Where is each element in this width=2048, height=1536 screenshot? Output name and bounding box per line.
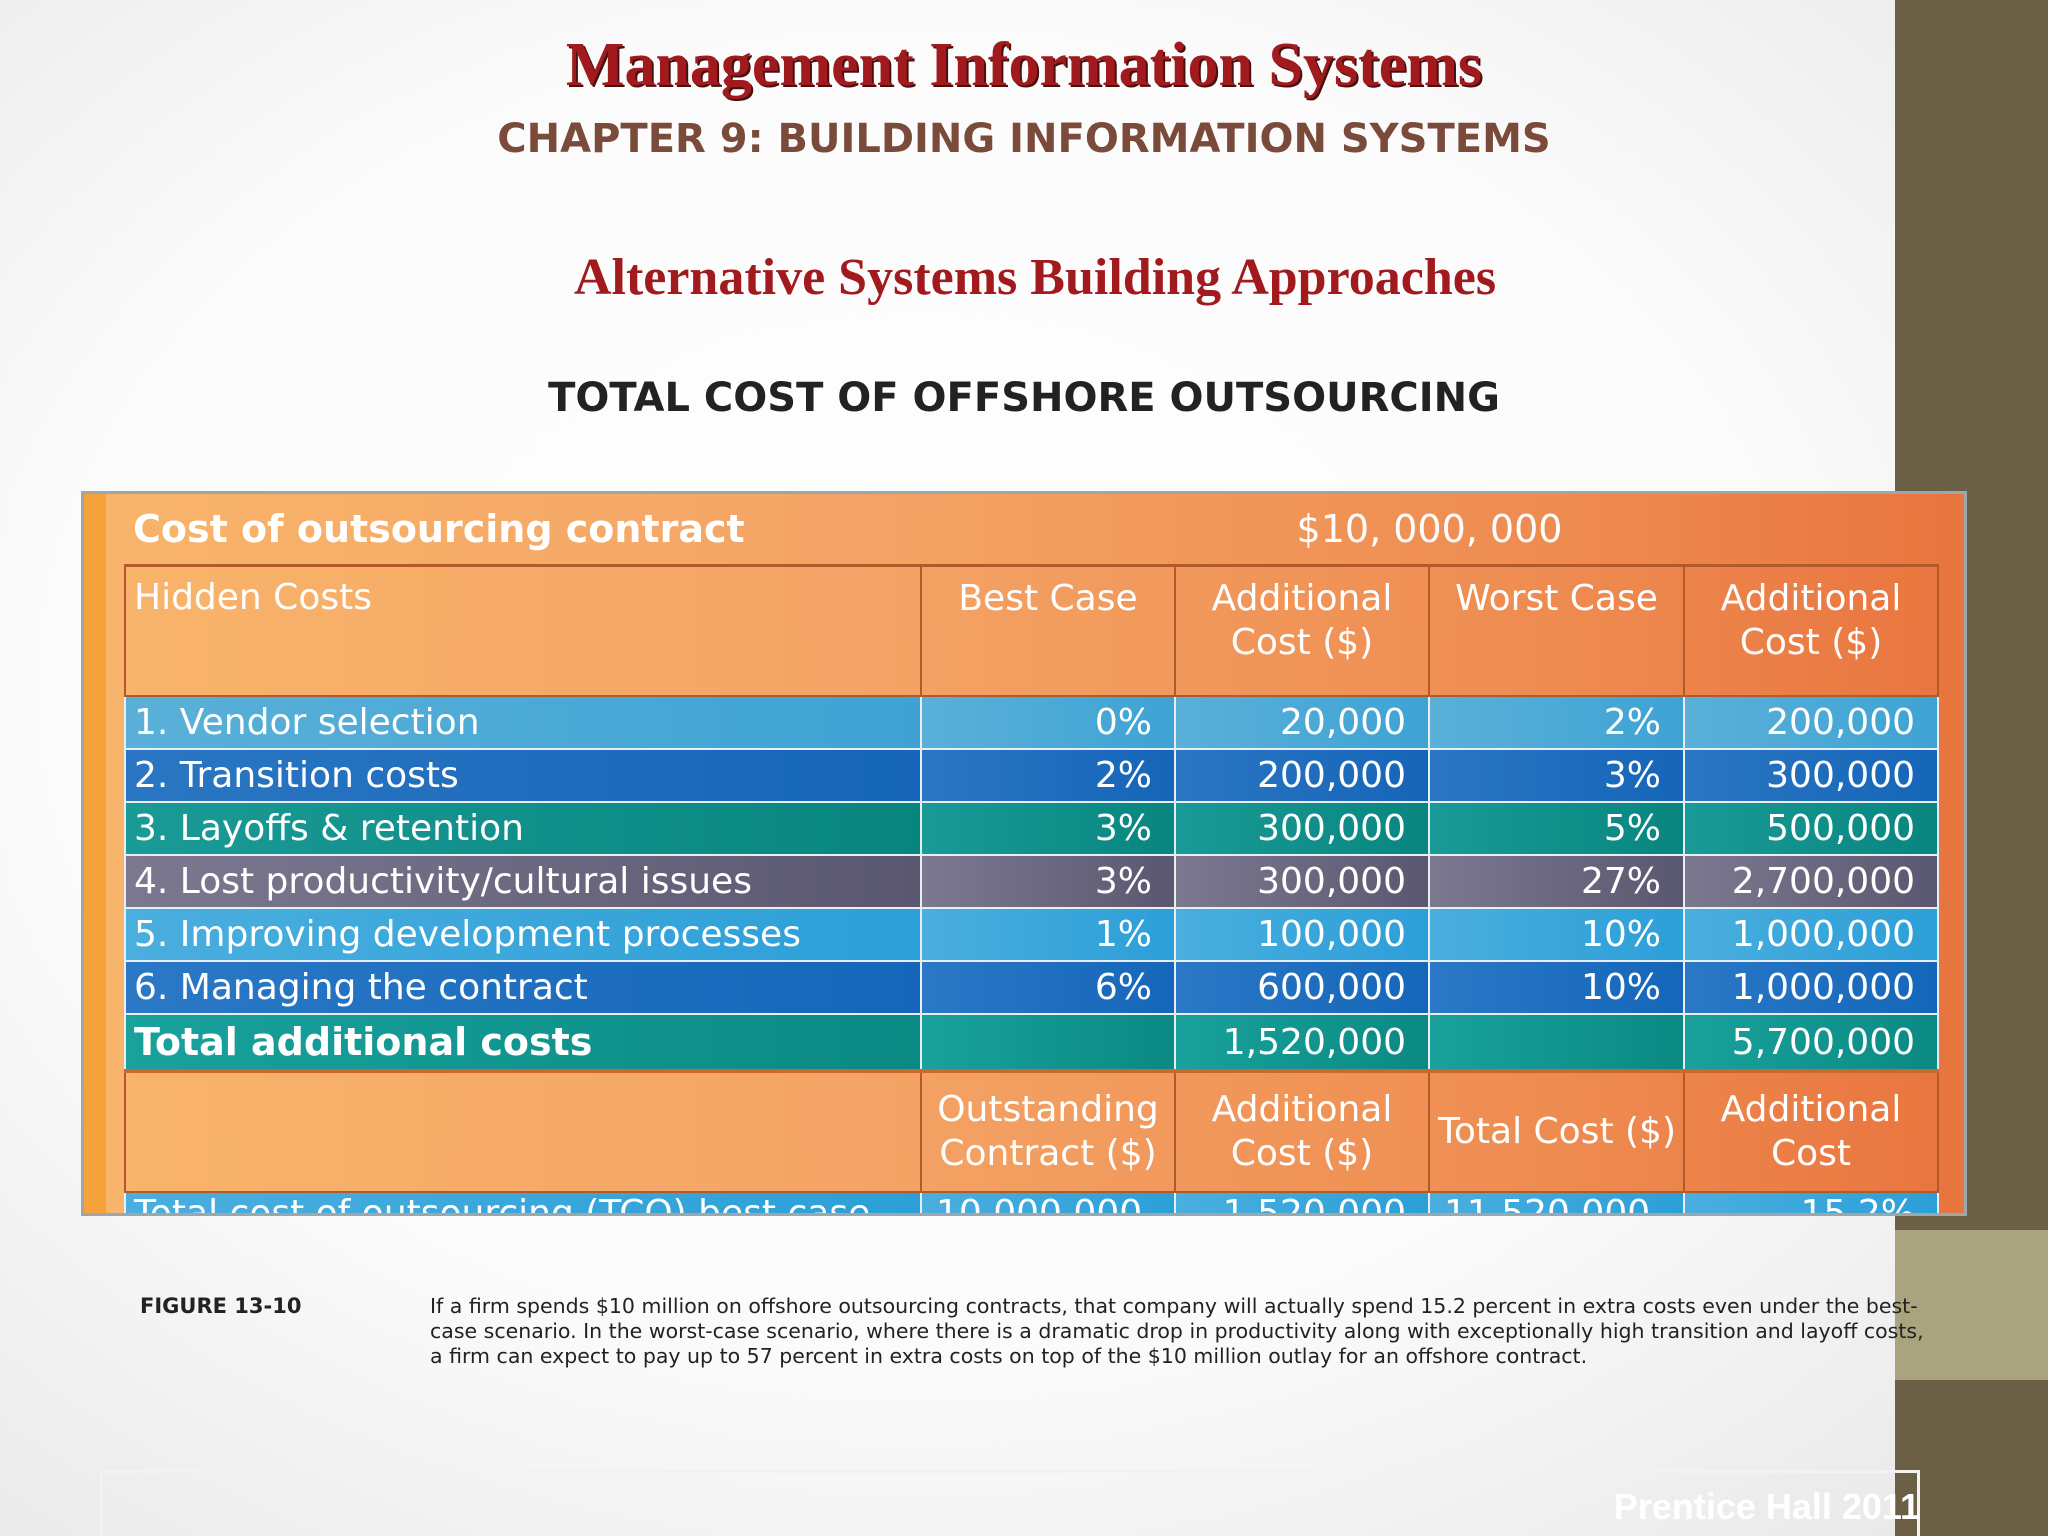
header-total-cost: Total Cost ($) [1427,1069,1686,1193]
tco-best-label: Total cost of outsourcing (TCO) best cas… [124,1191,922,1213]
table-header-row: Hidden Costs Best Case Additional Cost (… [124,564,1940,697]
worst-pct: 10% [1427,960,1686,1015]
worst-pct: 10% [1427,907,1686,962]
tco-additional: 1,520,000 [1174,1191,1430,1213]
header-outstanding-contract: Outstanding Contract ($) [920,1069,1176,1193]
slide-subtitle: Alternative Systems Building Approaches [573,249,1497,306]
header-hidden-costs: Hidden Costs [124,564,922,697]
best-pct: 2% [920,748,1176,803]
best-cost: 600,000 [1174,960,1430,1015]
best-cost: 100,000 [1174,907,1430,962]
slide-title: Management Information Systems [565,31,1483,99]
sidebar-accent-block [1895,1230,2048,1380]
footer-frame [100,1470,1920,1536]
table-row: 6. Managing the contract 6% 600,000 10% … [124,960,1940,1015]
best-pct: 3% [920,854,1176,909]
worst-cost: 2,700,000 [1683,854,1940,909]
table-row: 2. Transition costs 2% 200,000 3% 300,00… [124,748,1940,803]
worst-pct: 2% [1427,695,1686,750]
tco-best-row: Total cost of outsourcing (TCO) best cas… [124,1191,1940,1213]
total-label: Total additional costs [124,1013,922,1072]
table-row: 4. Lost productivity/cultural issues 3% … [124,854,1940,909]
table-row: 1. Vendor selection 0% 20,000 2% 200,000 [124,695,1940,750]
table-row: 5. Improving development processes 1% 10… [124,907,1940,962]
worst-cost: 1,000,000 [1683,907,1940,962]
total-best-cost: 1,520,000 [1174,1013,1430,1072]
best-cost: 300,000 [1174,854,1430,909]
publisher-credit: Prentice Hall 2011 [1613,1486,1920,1527]
header-additional-cost-best: Additional Cost ($) [1174,564,1430,697]
figure-left-strip [84,494,106,1213]
cost-figure: Cost of outsourcing contract $10, 000, 0… [81,491,1967,1216]
tco-pct: 15.2% [1683,1191,1940,1213]
table-row: 3. Layoffs & retention 3% 300,000 5% 500… [124,801,1940,856]
contract-row: Cost of outsourcing contract $10, 000, 0… [125,494,1938,566]
figure-caption: If a firm spends $10 million on offshore… [430,1294,1924,1368]
offshore-cost-table: Cost of outsourcing contract $10, 000, 0… [124,494,1940,1213]
figure-background: Cost of outsourcing contract $10, 000, 0… [106,494,1964,1213]
worst-cost: 200,000 [1683,695,1940,750]
total-worst-cost: 5,700,000 [1683,1013,1940,1072]
worst-pct: 5% [1427,801,1686,856]
worst-cost: 300,000 [1683,748,1940,803]
figure-label: FIGURE 13-10 [140,1294,302,1318]
row-label: 1. Vendor selection [124,695,922,750]
worst-pct: 3% [1427,748,1686,803]
best-pct: 0% [920,695,1176,750]
worst-cost: 1,000,000 [1683,960,1940,1015]
header-worst-case: Worst Case [1427,564,1686,697]
header-additional-cost-pct: Additional Cost [1683,1069,1940,1193]
chapter-heading: CHAPTER 9: BUILDING INFORMATION SYSTEMS [497,116,1551,162]
section-heading: TOTAL COST OF OFFSHORE OUTSOURCING [548,375,1500,421]
tco-header-row: Outstanding Contract ($) Additional Cost… [124,1069,1940,1193]
row-label: 2. Transition costs [124,748,922,803]
header-additional-cost-worst: Additional Cost ($) [1683,564,1940,697]
best-cost: 20,000 [1174,695,1430,750]
row-label: 6. Managing the contract [124,960,922,1015]
row-label: 4. Lost productivity/cultural issues [124,854,922,909]
best-cost: 300,000 [1174,801,1430,856]
header-best-case: Best Case [920,564,1176,697]
contract-label: Cost of outsourcing contract [133,507,745,551]
best-cost: 200,000 [1174,748,1430,803]
best-pct: 6% [920,960,1176,1015]
worst-pct: 27% [1427,854,1686,909]
contract-amount: $10, 000, 000 [1296,507,1563,551]
header-additional-cost: Additional Cost ($) [1174,1069,1430,1193]
total-row: Total additional costs 1,520,000 5,700,0… [124,1013,1940,1072]
tco-outstanding: 10,000,000 [920,1191,1176,1213]
best-pct: 3% [920,801,1176,856]
row-label: 5. Improving development processes [124,907,922,962]
tco-total: 11,520,000 [1427,1191,1686,1213]
best-pct: 1% [920,907,1176,962]
worst-cost: 500,000 [1683,801,1940,856]
row-label: 3. Layoffs & retention [124,801,922,856]
